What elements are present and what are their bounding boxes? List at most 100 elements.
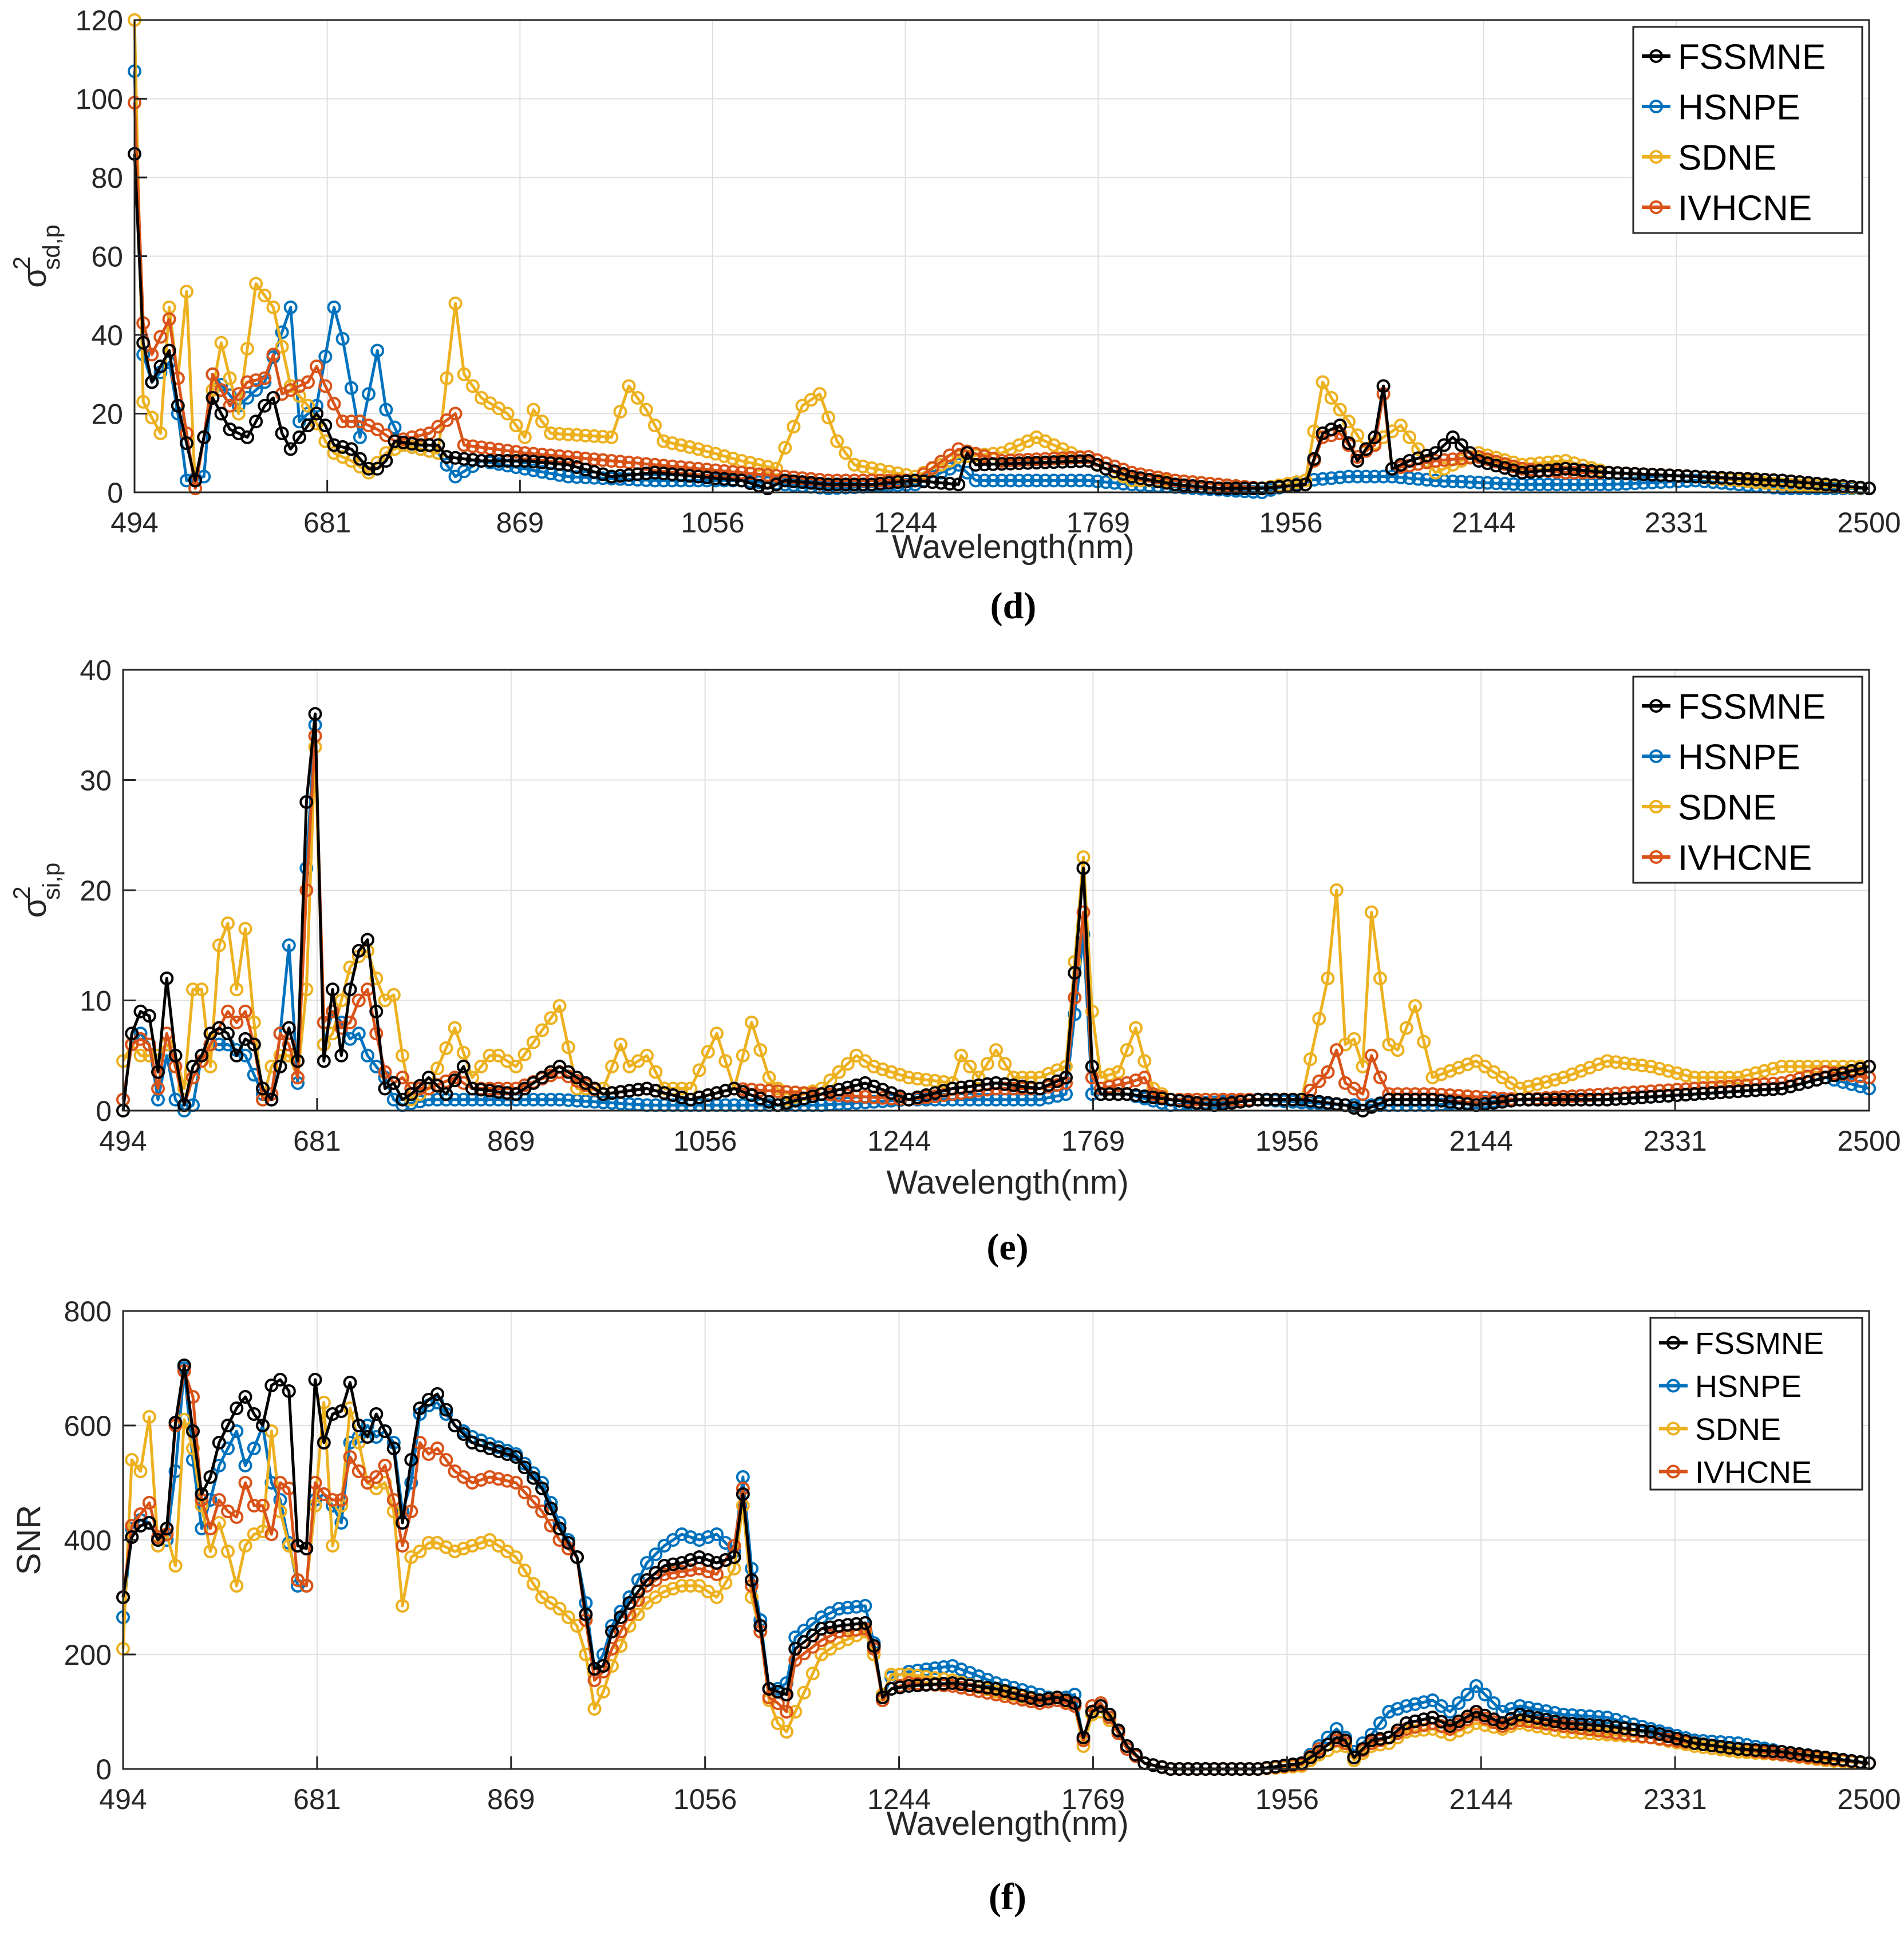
legend-label-hsnpe: HSNPE: [1678, 737, 1800, 777]
data-point: [133, 1519, 148, 1533]
data-point: [743, 476, 757, 490]
legend-box: [1649, 1317, 1863, 1491]
data-point: [1350, 454, 1365, 468]
data-point: [1539, 1713, 1553, 1727]
data-point: [1600, 1719, 1614, 1733]
data-point: [1015, 1079, 1029, 1093]
data-point: [666, 1566, 680, 1580]
data-point: [351, 1464, 366, 1478]
data-point: [969, 473, 983, 488]
data-point: [1487, 1096, 1501, 1110]
data-point: [1004, 473, 1018, 488]
data-point: [1064, 473, 1079, 488]
data-point: [665, 467, 680, 481]
y-axis-label-sub: sd,p: [38, 224, 65, 270]
data-point: [1853, 1079, 1867, 1093]
data-point: [605, 454, 619, 468]
data-point: [1329, 1731, 1344, 1744]
data-point: [195, 1487, 209, 1501]
data-point: [815, 1622, 828, 1636]
data-point: [301, 375, 315, 389]
data-point: [893, 1068, 907, 1082]
data-point: [491, 1085, 505, 1099]
data-point: [1661, 1729, 1676, 1743]
data-point: [1818, 1751, 1832, 1764]
data-point: [413, 1545, 427, 1558]
data-point: [1094, 1087, 1108, 1101]
data-point: [787, 420, 801, 434]
data-point: [1678, 1088, 1693, 1102]
data-point: [483, 1470, 497, 1484]
data-point: [561, 427, 575, 441]
data-point: [1644, 1725, 1658, 1739]
data-point: [264, 1060, 279, 1073]
data-point: [301, 418, 315, 433]
data-point: [649, 1065, 663, 1079]
series-fssmne: [128, 147, 1876, 496]
data-point: [264, 1527, 279, 1541]
data-point: [727, 1081, 741, 1096]
data-point: [1347, 1101, 1361, 1115]
data-point: [596, 467, 610, 481]
data-point: [788, 1705, 803, 1719]
x-tick-label: 869: [496, 507, 544, 539]
data-point: [1333, 418, 1347, 433]
data-point: [1059, 1071, 1073, 1085]
data-point: [1411, 451, 1425, 465]
data-point: [240, 430, 254, 444]
data-point: [1506, 459, 1520, 473]
data-point: [795, 475, 809, 489]
data-point: [639, 402, 653, 417]
data-point: [1012, 456, 1026, 471]
data-point: [552, 457, 567, 471]
data-point: [1678, 1734, 1693, 1748]
data-point: [925, 475, 939, 489]
data-point: [518, 1485, 532, 1499]
data-point: [640, 1573, 654, 1587]
data-point: [1591, 1092, 1606, 1107]
data-point: [396, 1539, 409, 1553]
data-point: [1506, 463, 1520, 477]
data-point: [344, 414, 358, 429]
data-point: [231, 387, 246, 401]
data-point: [249, 383, 263, 397]
data-point: [168, 1559, 183, 1573]
data-point: [1120, 1087, 1134, 1101]
data-point: [675, 1579, 689, 1593]
y-tick-label: 100: [76, 84, 123, 116]
data-point: [1220, 481, 1234, 496]
x-tick-label: 681: [293, 1783, 341, 1815]
data-point: [1591, 1719, 1606, 1732]
data-point: [1350, 469, 1365, 484]
data-point: [919, 1670, 933, 1684]
data-point: [1513, 1708, 1527, 1721]
data-point: [483, 1084, 497, 1098]
data-point: [526, 455, 540, 469]
data-point: [1618, 1056, 1632, 1071]
data-point: [1408, 1714, 1422, 1728]
data-point: [989, 1682, 1003, 1696]
data-point: [674, 468, 688, 482]
data-point: [369, 972, 384, 985]
data-point: [1548, 1715, 1562, 1728]
y-tick-label: 0: [96, 1095, 112, 1127]
data-point: [230, 1401, 244, 1415]
data-point: [1557, 1716, 1571, 1730]
data-point: [1844, 1754, 1859, 1768]
data-point: [186, 1060, 200, 1073]
data-point: [1177, 478, 1191, 492]
data-point: [1038, 473, 1052, 488]
data-point: [1757, 1064, 1771, 1078]
data-point: [1513, 1092, 1527, 1107]
panel-label: (d): [990, 585, 1037, 627]
data-point: [388, 420, 402, 435]
data-point: [1766, 1061, 1780, 1076]
y-tick-label: 40: [80, 654, 112, 686]
data-point: [1076, 1731, 1091, 1744]
data-point: [335, 414, 350, 429]
data-point: [787, 474, 801, 488]
data-point: [684, 1579, 698, 1593]
data-point: [240, 342, 254, 356]
data-point: [587, 429, 601, 443]
data-point: [1530, 1711, 1544, 1725]
